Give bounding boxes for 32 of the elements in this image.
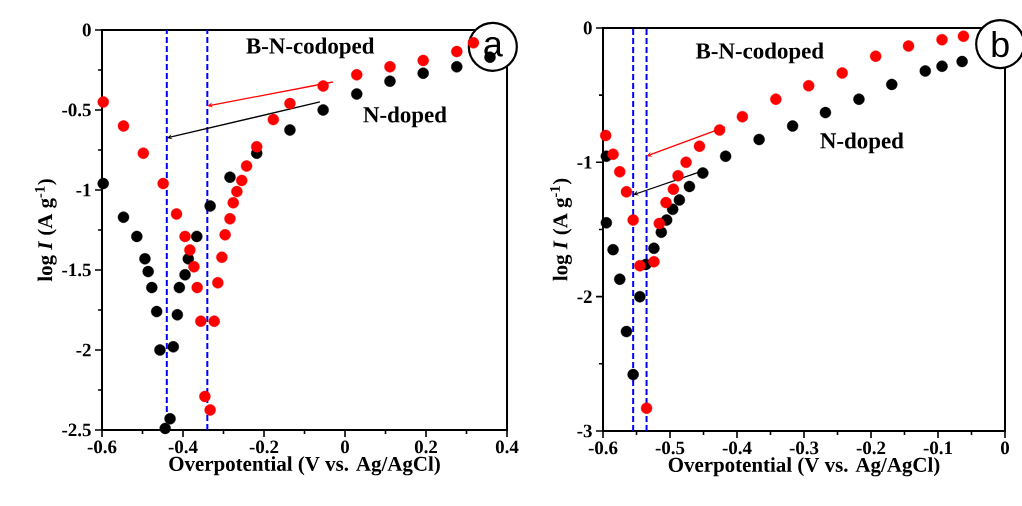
series-label: N-doped [820,132,904,154]
x-tick-label: -0.1 [923,441,953,455]
x-tick-label: 0 [1000,441,1010,455]
series-label: B-N-codoped [695,42,824,64]
series-label: N-doped [363,106,447,128]
x-tick-label: 0 [341,440,350,454]
y-tick-label: 0 [583,21,592,35]
series-label: B-N-codoped [246,37,375,59]
x-tick-label: -0.6 [87,440,117,454]
y-tick-label: -1.5 [62,263,91,277]
y-tick-label: -2.5 [62,423,91,437]
x-tick-label: -0.6 [588,441,618,455]
y-tick-label: -2 [577,290,592,303]
y-tick-label: 0 [82,23,91,37]
y-tick-label: -0.5 [62,103,91,117]
x-axis-title: Overpotential (V vs. Ag/AgCl) [668,457,940,477]
y-tick-label: -1 [577,156,592,169]
x-tick-label: -0.2 [856,441,886,455]
chart-title: b [992,30,1009,58]
y-axis-title: log I (A g$^{-1}$) [34,179,57,282]
x-tick-label: -0.4 [722,441,752,455]
y-axis-title: log I (A g$^{-1}$) [550,178,572,281]
x-axis-title: Overpotential (V vs. Ag/AgCl) [169,456,440,476]
y-tick-label: -2 [76,343,91,357]
x-tick-label: -0.2 [249,440,279,454]
x-tick-label: 0.4 [495,440,519,454]
x-tick-label: -0.5 [655,441,685,455]
y-tick-label: -1 [76,183,91,197]
x-tick-label: -0.4 [168,440,198,454]
x-tick-label: 0.2 [414,440,438,454]
x-tick-label: -0.3 [789,441,819,455]
y-tick-label: -3 [577,424,592,438]
